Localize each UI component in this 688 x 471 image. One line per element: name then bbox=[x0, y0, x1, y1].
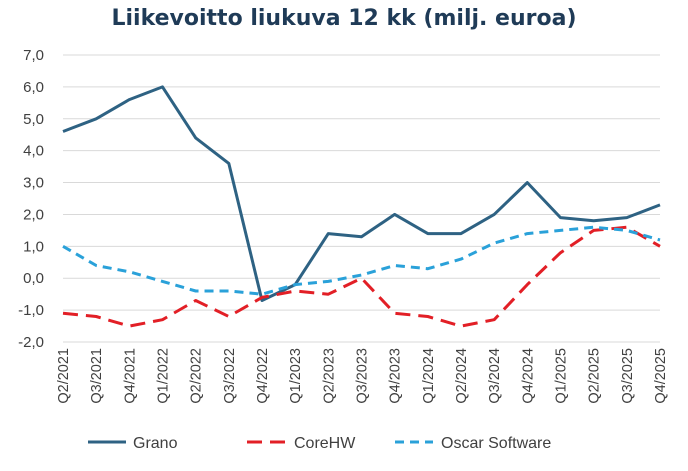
series-line-corehw bbox=[62, 225, 661, 328]
x-tick-label: Q2/2023 bbox=[321, 348, 337, 404]
x-tick-label: Q4/2022 bbox=[255, 348, 271, 404]
x-axis-tick-labels: Q2/2021 Q3/2021 Q4/2021 Q1/2022 Q2/2022 Q3/20… bbox=[56, 348, 669, 404]
y-tick-label: 6,0 bbox=[23, 79, 44, 96]
x-tick-label: Q3/2023 bbox=[355, 348, 371, 404]
y-tick-label: 3,0 bbox=[23, 175, 44, 192]
x-tick-label: Q2/2025 bbox=[587, 348, 603, 404]
x-tick-label: Q4/2021 bbox=[122, 348, 138, 404]
legend-label: CoreHW bbox=[294, 435, 356, 452]
gridlines bbox=[63, 54, 660, 343]
y-tick-label: 7,0 bbox=[23, 47, 44, 64]
x-tick-label: Q1/2024 bbox=[421, 348, 437, 404]
x-tick-label: Q4/2023 bbox=[388, 348, 404, 404]
legend-label: Grano bbox=[133, 435, 178, 452]
x-tick-label: Q3/2021 bbox=[89, 348, 105, 404]
x-tick-label: Q1/2022 bbox=[156, 348, 172, 404]
series-line-grano bbox=[62, 85, 661, 302]
legend-label: Oscar Software bbox=[441, 435, 551, 452]
series-lines bbox=[62, 85, 661, 328]
y-tick-label: 2,0 bbox=[23, 206, 44, 223]
legend: Grano CoreHW Oscar Software bbox=[88, 435, 551, 452]
x-tick-label: Q2/2021 bbox=[56, 348, 72, 404]
y-tick-label: -1,0 bbox=[18, 302, 44, 319]
x-tick-label: Q3/2022 bbox=[222, 348, 238, 404]
x-tick-label: Q3/2025 bbox=[620, 348, 636, 404]
x-tick-label: Q1/2023 bbox=[288, 348, 304, 404]
y-tick-label: 5,0 bbox=[23, 111, 44, 128]
x-tick-label: Q4/2024 bbox=[520, 348, 536, 404]
y-tick-label: -2,0 bbox=[18, 334, 44, 351]
x-tick-label: Q3/2024 bbox=[487, 348, 503, 404]
series-line-oscar-software bbox=[62, 225, 661, 296]
x-tick-label: Q2/2022 bbox=[189, 348, 205, 404]
x-tick-label: Q2/2024 bbox=[454, 348, 470, 404]
y-axis-tick-labels: -2,0 -1,0 0,0 1,0 2,0 3,0 4,0 5,0 6,0 7,0 bbox=[18, 47, 44, 351]
y-tick-label: 4,0 bbox=[23, 143, 44, 160]
y-tick-label: 0,0 bbox=[23, 270, 44, 287]
chart-title: Liikevoitto liukuva 12 kk (milj. euroa) bbox=[111, 6, 577, 31]
y-tick-label: 1,0 bbox=[23, 238, 44, 255]
x-tick-label: Q4/2025 bbox=[653, 348, 669, 404]
x-tick-label: Q1/2025 bbox=[554, 348, 570, 404]
